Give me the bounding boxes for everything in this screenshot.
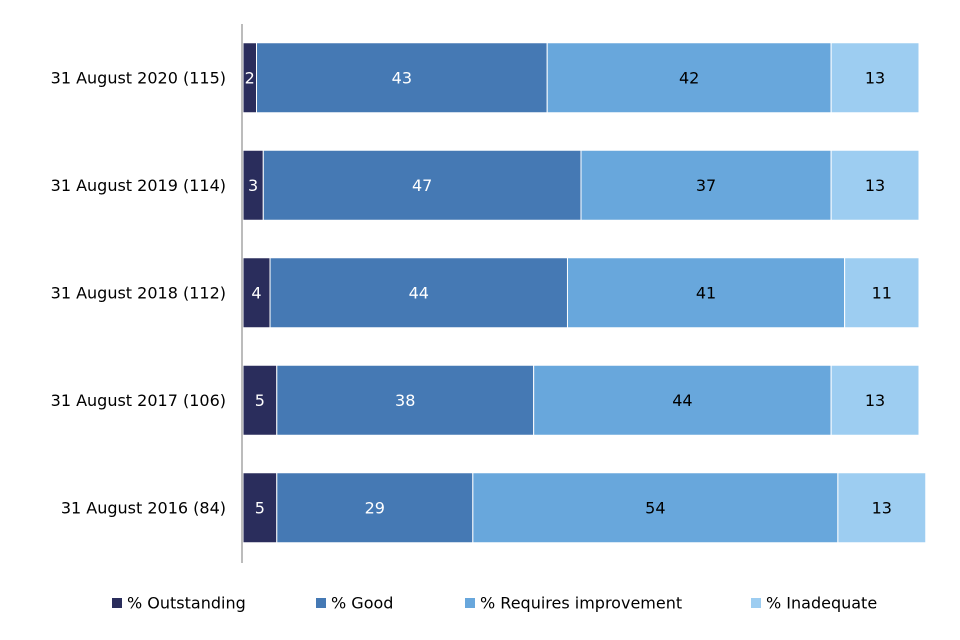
data-label: 38: [395, 391, 415, 410]
bar-segment: [566, 257, 846, 329]
bar-segment: [262, 149, 582, 221]
bar-segment: [546, 42, 832, 114]
legend-label: % Requires improvement: [480, 594, 682, 613]
data-label: 44: [672, 391, 692, 410]
legend: % Outstanding % Good % Requires improvemen…: [112, 594, 877, 613]
bar-segment: [276, 364, 535, 436]
category-label: 31 August 2017 (106): [51, 391, 226, 410]
legend-label: % Outstanding: [127, 594, 246, 613]
legend-item: % Requires improvement: [465, 594, 682, 613]
legend-swatch: [112, 598, 122, 608]
data-label: 29: [365, 498, 385, 517]
data-label: 13: [865, 176, 885, 195]
legend-item: % Good: [316, 594, 393, 613]
category-labels: 31 August 2020 (115) 31 August 2019 (114)…: [51, 68, 226, 517]
category-label: 31 August 2019 (114): [51, 176, 226, 195]
data-label: 5: [255, 498, 265, 517]
data-label: 44: [409, 283, 429, 302]
category-label: 31 August 2020 (115): [51, 68, 226, 87]
bar-segment: [269, 257, 568, 329]
bar-segment: [242, 364, 278, 436]
bar-segment: [844, 257, 920, 329]
bars-layer: 2 43 42 133 47 37 134 44 41 115 38 44 135 29 54 13: [242, 42, 927, 544]
data-label: 37: [696, 176, 716, 195]
bar-segment: [472, 472, 839, 544]
category-label: 31 August 2018 (112): [51, 283, 226, 302]
data-label: 3: [248, 176, 258, 195]
legend-swatch: [316, 598, 326, 608]
data-label: 13: [865, 391, 885, 410]
data-label: 43: [392, 68, 412, 87]
data-label: 2: [245, 68, 255, 87]
data-label: 42: [679, 68, 699, 87]
data-label: 54: [645, 498, 665, 517]
data-label: 5: [255, 391, 265, 410]
data-label: 4: [251, 283, 261, 302]
bar-segment: [242, 257, 271, 329]
data-label: 11: [872, 283, 892, 302]
data-label: 13: [872, 498, 892, 517]
bar-segment: [580, 149, 832, 221]
data-label: 41: [696, 283, 716, 302]
legend-item: % Inadequate: [751, 594, 877, 613]
bar-segment: [830, 149, 920, 221]
bar-segment: [837, 472, 927, 544]
bar-segment: [256, 42, 548, 114]
legend-item: % Outstanding: [112, 594, 246, 613]
legend-swatch: [751, 598, 761, 608]
bar-segment: [830, 42, 920, 114]
data-label: 47: [412, 176, 432, 195]
bar-segment: [533, 364, 832, 436]
data-label: 13: [865, 68, 885, 87]
category-label: 31 August 2016 (84): [61, 498, 226, 517]
legend-label: % Inadequate: [766, 594, 877, 613]
bar-segment: [830, 364, 920, 436]
legend-swatch: [465, 598, 475, 608]
legend-label: % Good: [331, 594, 393, 613]
